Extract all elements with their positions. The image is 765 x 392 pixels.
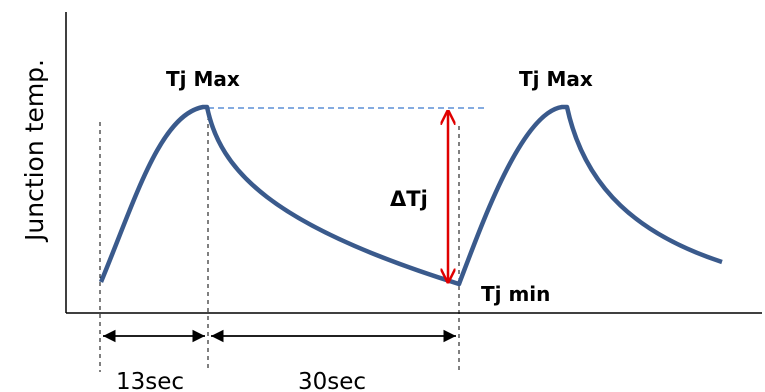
heat-duration-label: 13sec	[116, 369, 184, 392]
tj-min-label: Tj min	[481, 282, 550, 306]
cool-duration-label: 30sec	[298, 369, 366, 392]
tj-max-label-1: Tj Max	[166, 67, 240, 91]
delta-tj-label: ΔTj	[390, 187, 428, 211]
tj-max-label-2: Tj Max	[519, 67, 593, 91]
y-axis-label: Junction temp.	[20, 59, 49, 243]
